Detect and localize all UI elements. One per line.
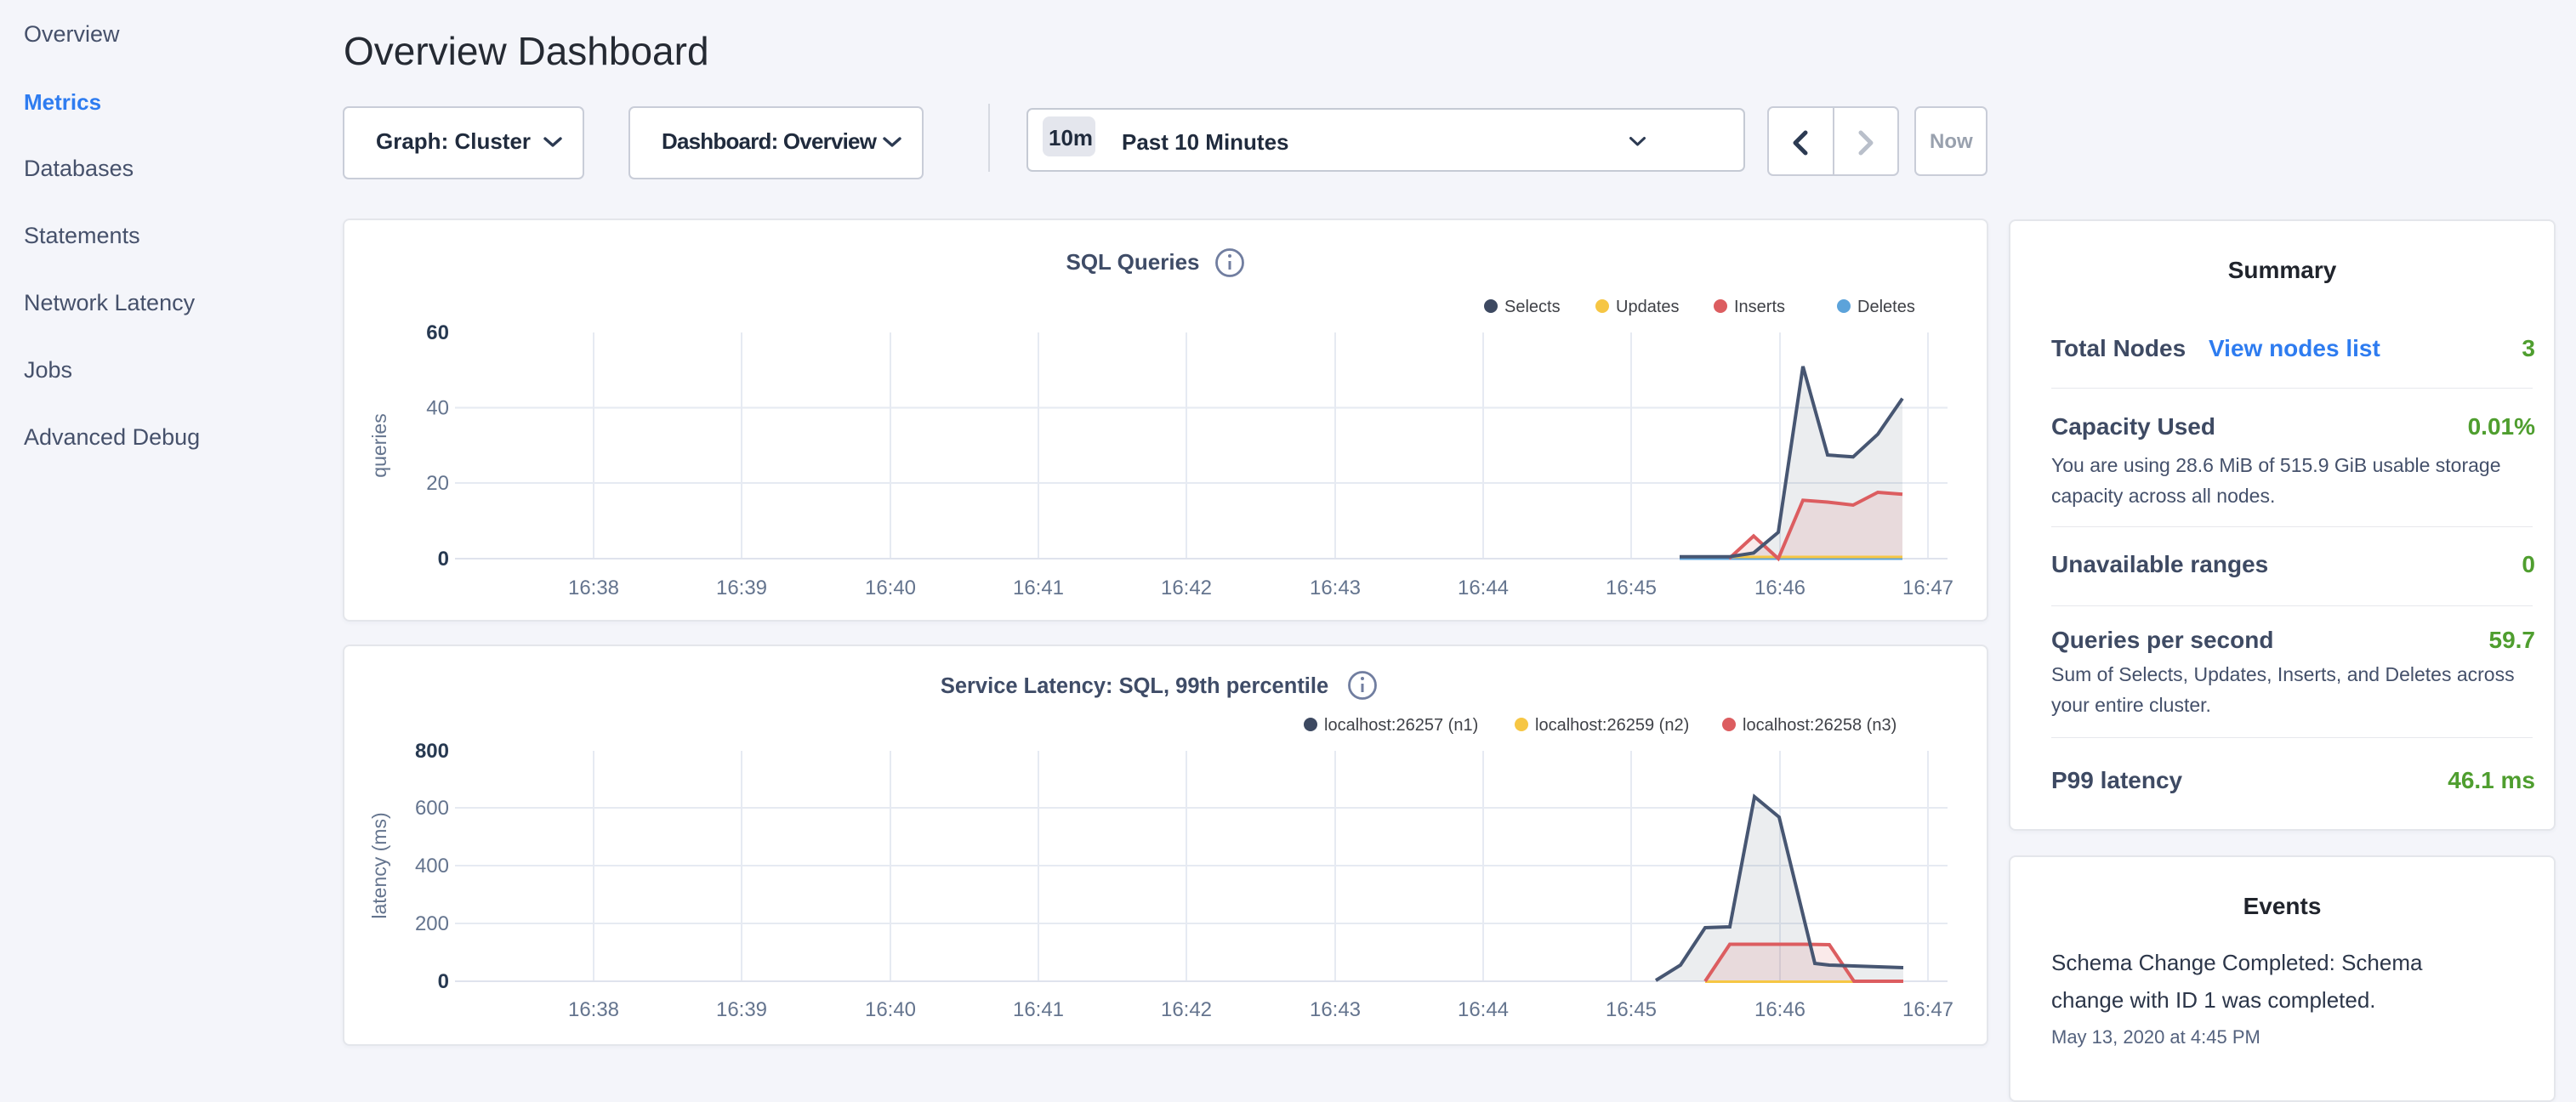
svg-text:Deletes: Deletes (1857, 298, 1915, 316)
svg-text:16:39: 16:39 (716, 577, 767, 599)
svg-text:Selects: Selects (1504, 298, 1561, 316)
svg-text:16:40: 16:40 (865, 577, 916, 599)
svg-text:600: 600 (415, 797, 449, 820)
svg-text:Inserts: Inserts (1734, 298, 1785, 316)
svg-text:localhost:26258 (n3): localhost:26258 (n3) (1743, 716, 1896, 735)
svg-text:400: 400 (415, 855, 449, 878)
svg-text:0: 0 (438, 548, 449, 571)
svg-text:200: 200 (415, 912, 449, 935)
svg-text:800: 800 (415, 740, 449, 763)
svg-text:16:46: 16:46 (1754, 998, 1805, 1021)
svg-text:20: 20 (426, 472, 449, 495)
svg-text:16:47: 16:47 (1902, 577, 1953, 599)
svg-text:latency (ms): latency (ms) (368, 812, 390, 918)
svg-text:16:40: 16:40 (865, 998, 916, 1021)
svg-text:16:38: 16:38 (568, 998, 619, 1021)
svg-text:Service Latency: SQL, 99th per: Service Latency: SQL, 99th percentile (941, 674, 1328, 698)
svg-text:16:42: 16:42 (1161, 998, 1212, 1021)
svg-text:16:41: 16:41 (1013, 577, 1064, 599)
svg-text:16:43: 16:43 (1310, 577, 1361, 599)
svg-text:16:43: 16:43 (1310, 998, 1361, 1021)
svg-text:16:47: 16:47 (1902, 998, 1953, 1021)
svg-text:16:41: 16:41 (1013, 998, 1064, 1021)
svg-text:SQL Queries: SQL Queries (1066, 249, 1199, 275)
svg-text:60: 60 (426, 321, 449, 344)
svg-text:16:45: 16:45 (1606, 577, 1657, 599)
svg-text:queries: queries (368, 413, 390, 477)
svg-text:16:38: 16:38 (568, 577, 619, 599)
svg-text:16:45: 16:45 (1606, 998, 1657, 1021)
svg-text:16:39: 16:39 (716, 998, 767, 1021)
svg-text:16:42: 16:42 (1161, 577, 1212, 599)
svg-text:localhost:26257 (n1): localhost:26257 (n1) (1324, 716, 1478, 735)
svg-text:16:44: 16:44 (1458, 577, 1509, 599)
svg-text:Updates: Updates (1616, 298, 1680, 316)
svg-text:0: 0 (438, 970, 449, 993)
svg-text:40: 40 (426, 397, 449, 420)
svg-text:16:44: 16:44 (1458, 998, 1509, 1021)
svg-text:16:46: 16:46 (1754, 577, 1805, 599)
svg-text:localhost:26259 (n2): localhost:26259 (n2) (1535, 716, 1689, 735)
